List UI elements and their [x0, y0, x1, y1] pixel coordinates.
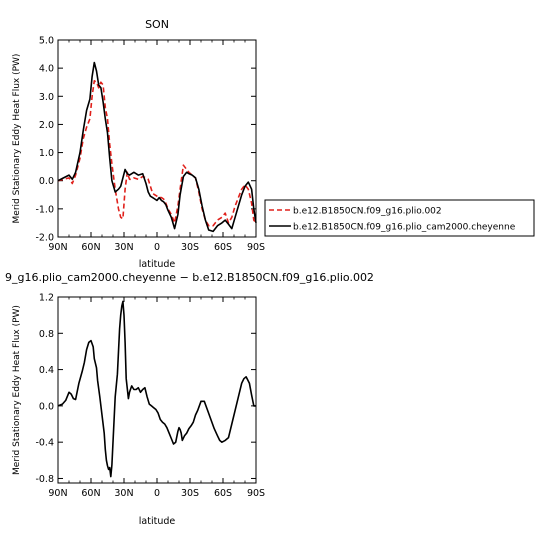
x-axis-label: latitude [139, 259, 176, 270]
x-tick-label: 30N [114, 488, 133, 499]
y-tick-label: 4.0 [39, 64, 54, 75]
y-tick-label: 1.0 [39, 148, 54, 159]
x-tick-label: 60S [214, 488, 232, 499]
legend-entry-1: b.e12.B1850CN.f09_g16.plio.002 [293, 207, 442, 217]
y-tick-label: 0.0 [39, 401, 54, 412]
y-tick-label: 0.8 [39, 329, 54, 340]
y-tick-label: -0.4 [35, 438, 54, 449]
x-tick-label: 60S [214, 242, 232, 253]
x-tick-label: 30S [181, 488, 199, 499]
y-tick-label: 0.4 [39, 365, 54, 376]
x-tick-label: 30N [114, 242, 133, 253]
y-tick-label: -2.0 [35, 233, 54, 244]
x-tick-label: 90S [247, 242, 265, 253]
x-tick-label: 90S [247, 488, 265, 499]
x-tick-label: 60N [81, 242, 100, 253]
y-axis-label: Merid Stationary Eddy Heat Flux (PW) [12, 305, 22, 475]
x-tick-label: 90N [48, 242, 67, 253]
x-tick-label: 0 [154, 488, 160, 499]
y-axis-label: Merid Stationary Eddy Heat Flux (PW) [12, 54, 22, 224]
legend-box [264, 199, 535, 237]
y-tick-label: 2.0 [39, 120, 54, 131]
y-tick-label: 3.0 [39, 92, 54, 103]
x-tick-label: 60N [81, 488, 100, 499]
plot-frame [57, 39, 257, 238]
y-tick-label: 5.0 [39, 36, 54, 47]
series-line-1 [57, 300, 256, 478]
series-line-2 [57, 61, 257, 233]
x-tick-label: 90N [48, 488, 67, 499]
y-tick-label: 1.2 [39, 293, 54, 304]
x-tick-label: 0 [154, 242, 160, 253]
y-tick-label: -0.8 [35, 474, 54, 485]
legend-entry-2: b.e12.B1850CN.f09_g16.plio_cam2000.cheye… [293, 223, 516, 233]
series-line-1 [57, 80, 257, 227]
y-tick-label: 0.0 [39, 176, 54, 187]
y-tick-label: -1.0 [35, 204, 54, 215]
x-tick-label: 30S [181, 242, 199, 253]
plot-frame [57, 296, 257, 484]
chart-title: 9_g16.plio_cam2000.cheyenne − b.e12.B185… [5, 271, 374, 284]
x-axis-label: latitude [139, 516, 176, 527]
chart-title: SON [145, 18, 169, 31]
